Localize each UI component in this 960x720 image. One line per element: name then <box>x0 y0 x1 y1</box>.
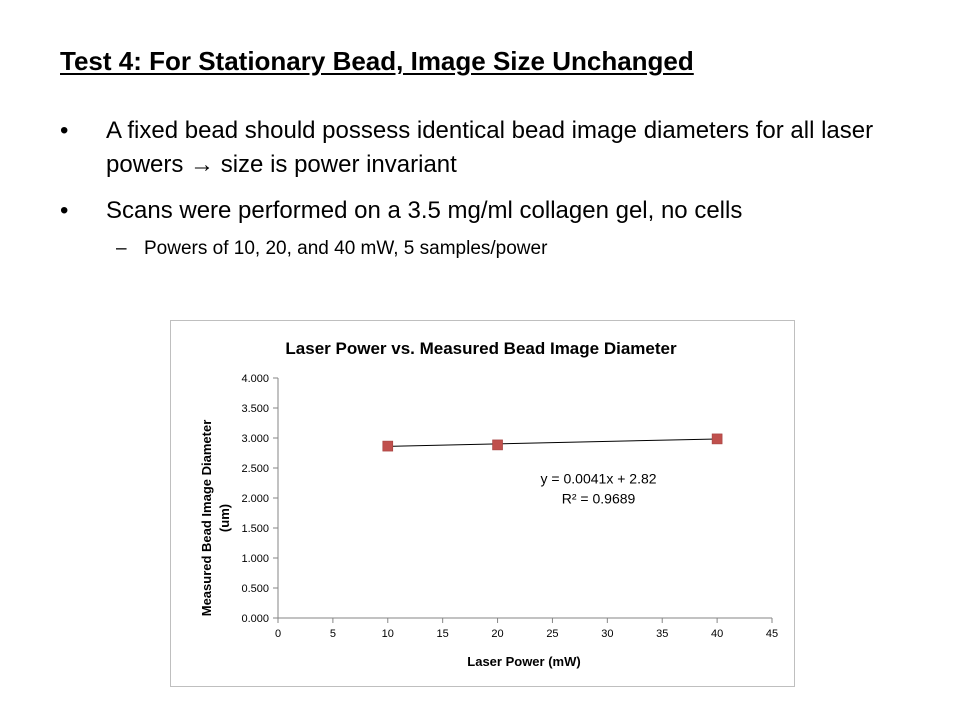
x-tick-label: 5 <box>330 628 336 640</box>
slide-title: Test 4: For Stationary Bead, Image Size … <box>60 46 694 76</box>
x-axis-title: Laser Power (mW) <box>467 654 580 669</box>
x-tick-label: 15 <box>437 628 449 640</box>
y-tick-label: 0.000 <box>241 613 269 625</box>
x-tick-label: 30 <box>601 628 613 640</box>
bullet-1-text-b: size is power invariant <box>214 151 457 178</box>
y-axis-title-line-1: Measured Bead Image Diameter <box>199 420 214 617</box>
right-arrow-icon: → <box>190 151 215 178</box>
trendline-equation-label: y = 0.0041x + 2.82 <box>541 471 657 487</box>
y-tick-label: 1.500 <box>241 523 269 535</box>
bullet-dot-icon: • <box>60 197 69 224</box>
x-tick-label: 10 <box>382 628 394 640</box>
y-axis-title-line-2: (um) <box>217 504 232 532</box>
y-tick-label: 4.000 <box>241 373 269 385</box>
sub-bullet-text: Powers of 10, 20, and 40 mW, 5 samples/p… <box>144 238 548 259</box>
dash-icon: – <box>116 238 127 259</box>
y-tick-label: 2.000 <box>241 493 269 505</box>
bullet-1-text-a: A fixed bead should possess identical be… <box>106 117 874 178</box>
data-point <box>711 433 723 445</box>
bullet-dot-icon: • <box>60 117 69 144</box>
trendline <box>387 438 718 447</box>
sub-bullet-item: – Powers of 10, 20, and 40 mW, 5 samples… <box>60 236 910 262</box>
y-tick-label: 2.500 <box>241 463 269 475</box>
bullet-2-text: Scans were performed on a 3.5 mg/ml coll… <box>106 197 743 224</box>
data-point <box>492 439 503 451</box>
y-tick-label: 0.500 <box>241 583 269 595</box>
bullet-item-2: • Scans were performed on a 3.5 mg/ml co… <box>60 194 910 228</box>
y-axis-title: Measured Bead Image Diameter (um) <box>199 420 232 617</box>
x-tick-label: 0 <box>275 628 281 640</box>
x-tick-label: 20 <box>491 628 503 640</box>
bullet-item-1: • A fixed bead should possess identical … <box>60 114 910 182</box>
bullet-list: • A fixed bead should possess identical … <box>60 114 910 262</box>
plot-area: 0.000 0.500 1.000 1.500 2.000 2.500 3.000 3.500… <box>241 373 778 640</box>
y-tick-label: 3.500 <box>241 403 269 415</box>
x-tick-label: 25 <box>546 628 558 640</box>
trendline-r-squared-label: R² = 0.9689 <box>562 490 636 506</box>
chart-container: Laser Power vs. Measured Bead Image Diam… <box>170 320 795 687</box>
y-tick-label: 1.000 <box>241 553 269 565</box>
y-tick-label: 3.000 <box>241 433 269 445</box>
chart-svg: Laser Power vs. Measured Bead Image Diam… <box>199 339 778 669</box>
x-tick-label: 40 <box>711 628 723 640</box>
x-tick-label: 35 <box>656 628 668 640</box>
data-point <box>382 440 394 452</box>
chart-title: Laser Power vs. Measured Bead Image Diam… <box>285 339 677 358</box>
x-tick-label: 45 <box>766 628 778 640</box>
